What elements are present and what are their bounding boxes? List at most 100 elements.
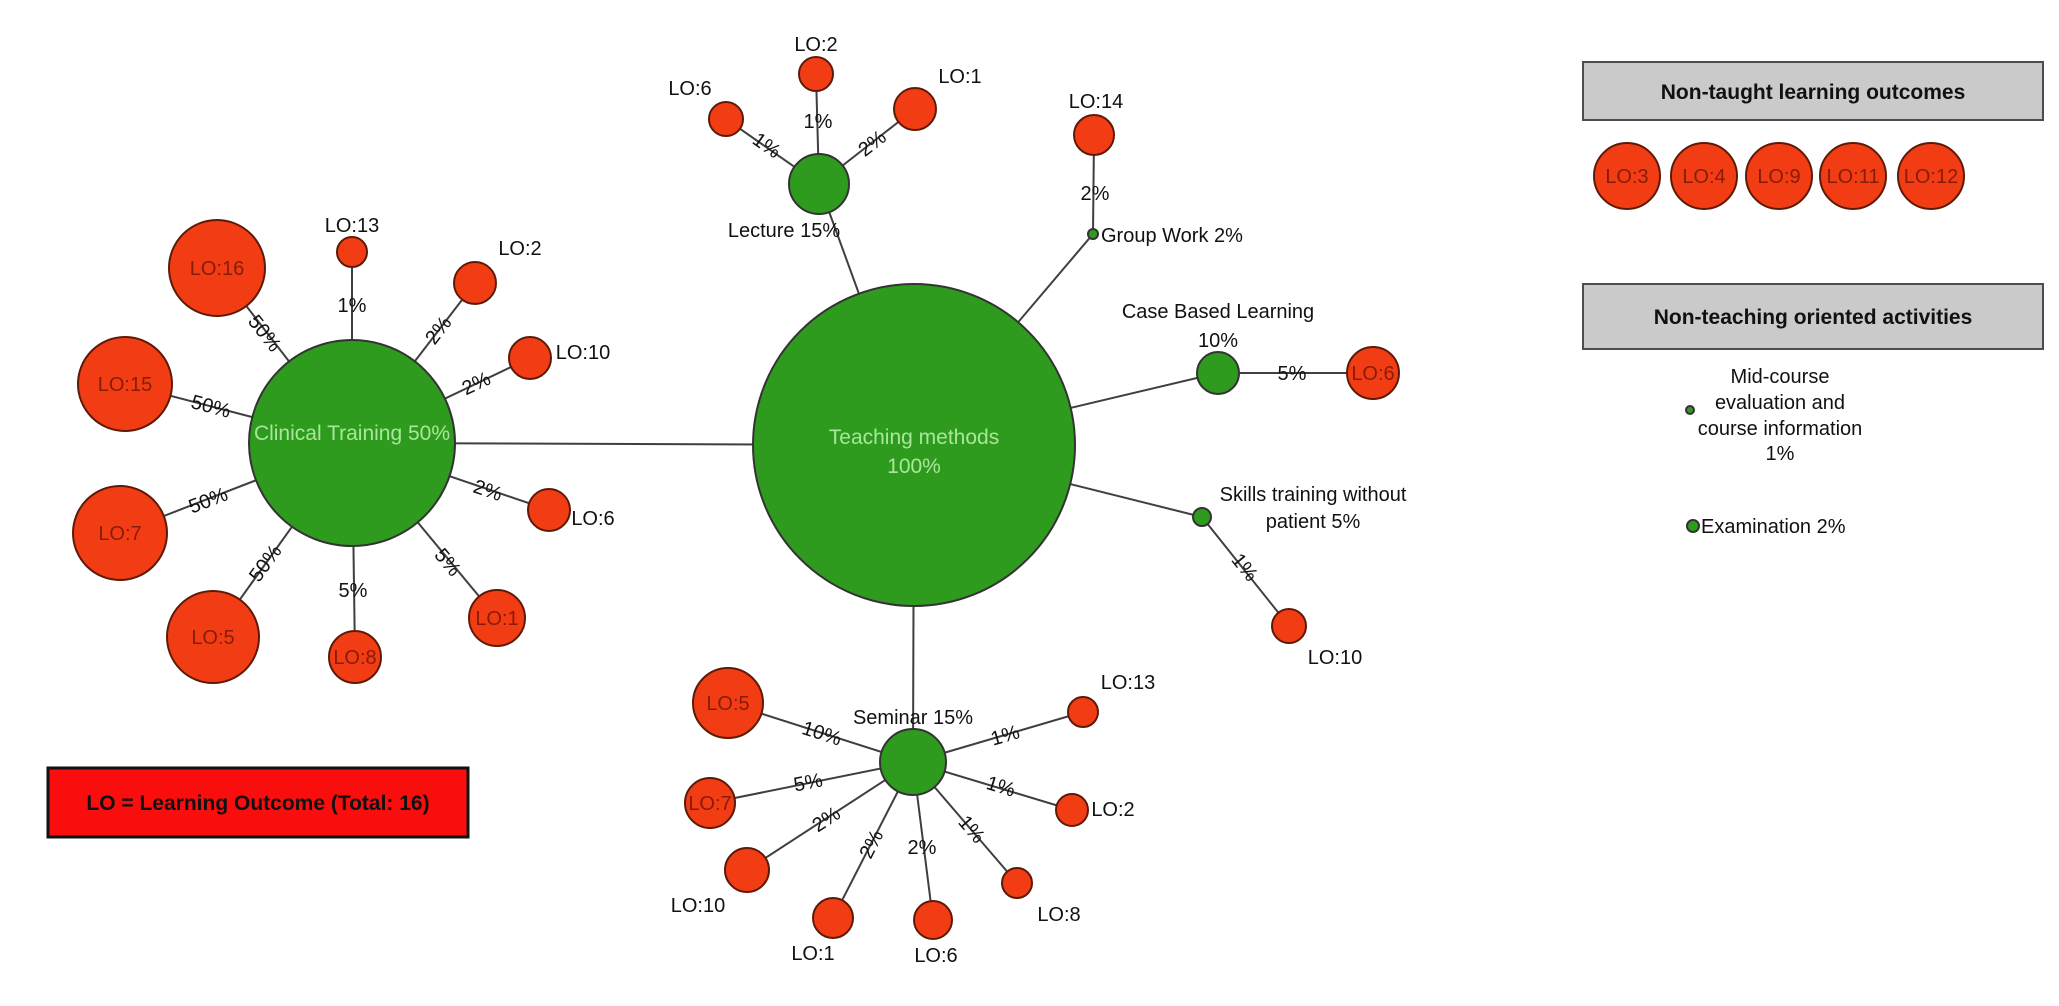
pct-clinical-lo6: 2% <box>470 476 505 506</box>
lo-nodes <box>72 56 1400 940</box>
case-based-node <box>1196 351 1240 395</box>
lecture-lo6-circle <box>708 101 744 137</box>
non-taught-lo12-label: LO:12 <box>1904 166 1958 188</box>
edge-percent-labels: 50% 50% 50% 50% 1% 2% 2% 2% 5% 5% 1% 1% … <box>186 111 1307 862</box>
clinical-lo13-label: LO:13 <box>325 215 379 237</box>
clinical-training-label: Clinical Training 50% <box>254 422 450 445</box>
mid-course-label-line3: course information <box>1698 418 1863 440</box>
pct-lecture-lo2: 1% <box>804 111 833 133</box>
pct-seminar-lo6: 2% <box>908 837 937 859</box>
pct-seminar-lo7: 5% <box>792 769 825 796</box>
non-taught-header-text: Non-taught learning outcomes <box>1661 81 1966 104</box>
lecture-lo2-label: LO:2 <box>794 34 837 56</box>
pct-clinical-lo10: 2% <box>459 368 495 400</box>
pct-clinical-lo13: 1% <box>338 295 367 317</box>
clinical-lo15-circle <box>77 336 173 432</box>
clinical-lo16-circle <box>168 219 266 317</box>
legend-text: LO = Learning Outcome (Total: 16) <box>86 792 429 815</box>
edge-skills-lo10 <box>1201 516 1290 627</box>
clinical-lo8-label: LO:8 <box>333 647 376 669</box>
pct-seminar-lo8: 1% <box>953 812 989 848</box>
lecture-label: Lecture 15% <box>728 220 841 242</box>
non-taught-lo9-circle <box>1745 142 1813 210</box>
seminar-lo6-circle <box>913 900 953 940</box>
clinical-lo10-circle <box>508 336 552 380</box>
seminar-label: Seminar 15% <box>853 707 973 729</box>
non-taught-header-box <box>1582 61 2044 121</box>
non-teaching-panel: Non-teaching oriented activities Mid-cou… <box>1582 283 2044 538</box>
clinical-lo10-label: LO:10 <box>556 342 610 364</box>
clinical-lo1-circle <box>468 589 526 647</box>
seminar-lo5-circle <box>692 667 764 739</box>
pct-clinical-lo5: 50% <box>245 541 286 586</box>
clinical-lo15-label: LO:15 <box>98 374 152 396</box>
seminar-lo13-label: LO:13 <box>1101 672 1155 694</box>
pct-seminar-lo1: 2% <box>856 826 889 862</box>
mid-course-node <box>1685 405 1695 415</box>
non-taught-lo3-label: LO:3 <box>1605 166 1648 188</box>
pct-casebased-lo6: 5% <box>1278 363 1307 385</box>
clinical-lo6-circle <box>527 488 571 532</box>
pct-clinical-lo8: 5% <box>339 580 368 602</box>
clinical-lo5-circle <box>166 590 260 684</box>
skills-lo10-label: LO:10 <box>1308 647 1362 669</box>
teaching-methods-node <box>752 283 1076 607</box>
seminar-lo8-label: LO:8 <box>1037 904 1080 926</box>
clinical-lo2-label: LO:2 <box>498 238 541 260</box>
seminar-lo6-label: LO:6 <box>914 945 957 967</box>
pct-clinical-lo7: 50% <box>186 483 231 518</box>
examination-node <box>1686 519 1700 533</box>
casebased-lo6-label: LO:6 <box>1351 363 1394 385</box>
non-taught-lo11-label: LO:11 <box>1827 166 1880 188</box>
lo-labels: LO:16 LO:15 LO:7 LO:5 LO:1 LO:8 LO:6 LO:… <box>98 34 1395 967</box>
seminar-lo5-label: LO:5 <box>706 693 749 715</box>
examination-label: Examination 2% <box>1701 516 1846 538</box>
legend: LO = Learning Outcome (Total: 16) <box>46 766 470 839</box>
case-based-pct: 10% <box>1198 330 1238 352</box>
lecture-lo6-label: LO:6 <box>668 78 711 100</box>
clinical-lo8-circle <box>328 630 382 684</box>
clinical-training-node <box>248 339 456 547</box>
case-based-label: Case Based Learning <box>1122 301 1314 323</box>
non-taught-panel: Non-taught learning outcomes LO:3 LO:4 L… <box>1582 61 2044 210</box>
skills-label-line1: Skills training without <box>1220 484 1407 506</box>
seminar-lo1-circle <box>812 897 854 939</box>
seminar-lo2-circle <box>1055 793 1089 827</box>
groupwork-lo14-label: LO:14 <box>1069 91 1123 113</box>
seminar-node <box>879 728 947 796</box>
lecture-lo1-circle <box>893 87 937 131</box>
mid-course-label-line4: 1% <box>1766 443 1795 465</box>
skills-training-node <box>1192 507 1212 527</box>
clinical-lo16-label: LO:16 <box>190 258 244 280</box>
pct-seminar-lo10: 2% <box>808 803 844 837</box>
lecture-node <box>788 153 850 215</box>
pct-clinical-lo1: 5% <box>430 545 466 581</box>
lecture-lo1-label: LO:1 <box>938 66 981 88</box>
seminar-lo10-circle <box>724 847 770 893</box>
clinical-lo2-circle <box>453 261 497 305</box>
seminar-lo2-label: LO:2 <box>1091 799 1134 821</box>
non-teaching-header-text: Non-teaching oriented activities <box>1654 306 1973 329</box>
seminar-lo10-label: LO:10 <box>671 895 725 917</box>
seminar-lo7-circle <box>684 777 736 829</box>
clinical-lo7-circle <box>72 485 168 581</box>
skills-lo10-circle <box>1271 608 1307 644</box>
non-taught-lo12-circle <box>1897 142 1965 210</box>
non-taught-lo4-label: LO:4 <box>1682 166 1725 188</box>
seminar-lo8-circle <box>1001 867 1033 899</box>
group-work-node <box>1087 228 1099 240</box>
legend-box <box>46 766 470 839</box>
method-labels: Teaching methods 100% Clinical Training … <box>254 220 1407 729</box>
pct-seminar-lo2: 1% <box>984 772 1018 802</box>
clinical-lo1-label: LO:1 <box>475 608 518 630</box>
edge-seminar-lo7 <box>709 761 914 804</box>
pct-lecture-lo6: 1% <box>748 129 784 164</box>
pct-seminar-lo5: 10% <box>799 717 844 750</box>
seminar-lo13-circle <box>1067 696 1099 728</box>
group-work-label: Group Work 2% <box>1101 225 1243 247</box>
groupwork-lo14-circle <box>1073 114 1115 156</box>
mid-course-label-line1: Mid-course <box>1731 366 1830 388</box>
lecture-lo2-circle <box>798 56 834 92</box>
non-taught-lo3-circle <box>1593 142 1661 210</box>
skills-label-line2: patient 5% <box>1266 511 1361 533</box>
